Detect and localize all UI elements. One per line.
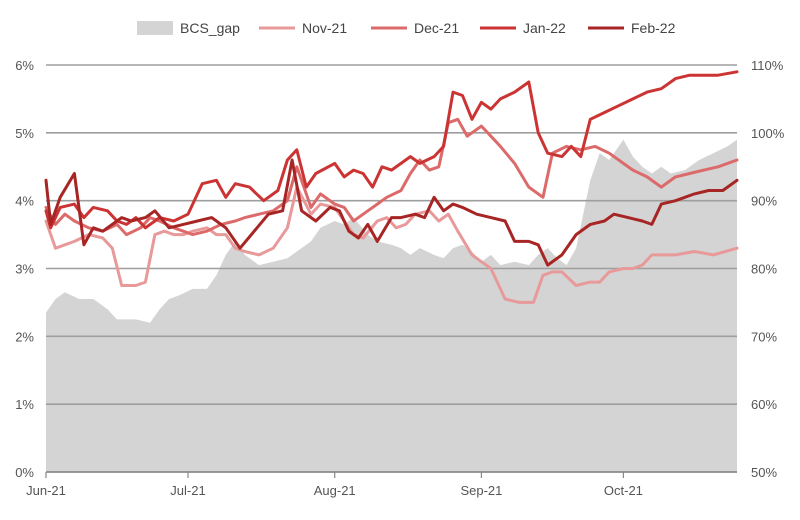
x-tick-label: Oct-21 <box>604 483 643 498</box>
legend-swatch-bcs_gap <box>137 21 173 35</box>
x-tick-label: Sep-21 <box>460 483 502 498</box>
legend-label-feb-22: Feb-22 <box>631 20 676 36</box>
y-left-tick-label: 2% <box>15 329 34 344</box>
x-tick-label: Jul-21 <box>170 483 205 498</box>
area-series-bcs-gap <box>46 139 737 472</box>
y-right-tick-label: 80% <box>751 262 777 277</box>
y-left-tick-label: 5% <box>15 126 34 141</box>
line-series-feb-22 <box>44 158 739 267</box>
legend-label-nov-21: Nov-21 <box>302 20 347 36</box>
y-right-tick-label: 70% <box>751 329 777 344</box>
line-series-layer <box>44 70 739 304</box>
y-left-tick-label: 0% <box>15 465 34 480</box>
line-series-jan-22 <box>44 70 739 230</box>
y-left-tick-label: 4% <box>15 194 34 209</box>
y-left-tick-label: 1% <box>15 397 34 412</box>
legend-label-bcs_gap: BCS_gap <box>180 20 240 36</box>
x-tick-label: Jun-21 <box>26 483 66 498</box>
y-right-tick-label: 50% <box>751 465 777 480</box>
x-tick-label: Aug-21 <box>314 483 356 498</box>
legend: BCS_gap Nov-21 Dec-21 Jan-22 Feb-22 <box>137 20 676 36</box>
y-right-tick-label: 60% <box>751 397 777 412</box>
legend-label-jan-22: Jan-22 <box>523 20 566 36</box>
gridline-layer <box>46 64 737 473</box>
y-right-tick-label: 110% <box>751 58 784 73</box>
y-right-tick-label: 100% <box>751 126 785 141</box>
axis-layer: Jun-21 Jul-21 Aug-21 Sep-21 Oct-21 0% 1% 2% 3% 4%… <box>15 58 784 498</box>
y-left-tick-label: 3% <box>15 262 34 277</box>
area-series-layer <box>46 139 737 472</box>
y-left-tick-label: 6% <box>15 58 34 73</box>
y-right-tick-label: 90% <box>751 194 777 209</box>
legend-label-dec-21: Dec-21 <box>414 20 459 36</box>
